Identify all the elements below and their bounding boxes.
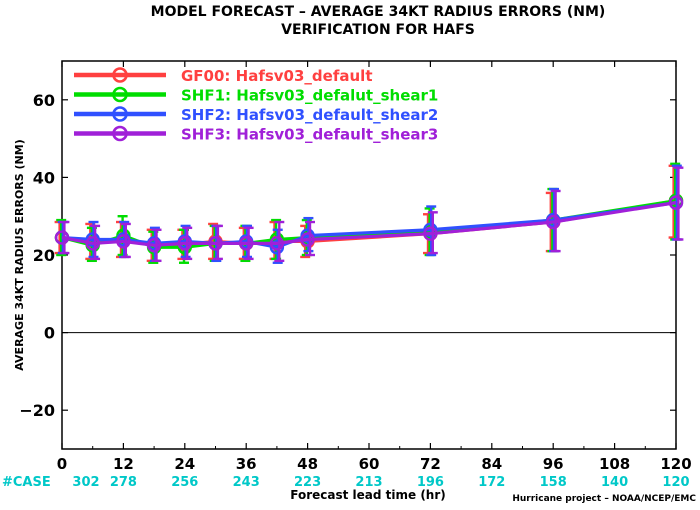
chart-subtitle: VERIFICATION FOR HAFS bbox=[281, 22, 475, 38]
x-tick-label: 84 bbox=[481, 455, 502, 473]
data-point bbox=[116, 234, 131, 249]
data-point bbox=[269, 236, 285, 251]
series-4 bbox=[54, 166, 684, 263]
data-point bbox=[177, 236, 193, 251]
x-tick-label: 72 bbox=[420, 455, 441, 473]
case-count: 196 bbox=[417, 475, 444, 490]
x-tick-label: 48 bbox=[297, 455, 318, 473]
x-tick-label: 12 bbox=[113, 455, 134, 473]
x-tick-label: 60 bbox=[359, 455, 380, 473]
credit-text: Hurricane project – NOAA/NCEP/EMC bbox=[512, 494, 696, 504]
x-tick-label: 24 bbox=[174, 455, 195, 473]
legend-marker bbox=[112, 106, 128, 122]
case-count: 140 bbox=[601, 475, 628, 490]
data-point bbox=[423, 226, 438, 241]
case-count: 120 bbox=[662, 475, 689, 490]
case-count: 302 bbox=[72, 475, 99, 490]
x-tick-label: 120 bbox=[660, 455, 691, 473]
x-tick-label: 0 bbox=[57, 455, 67, 473]
y-tick-label: 20 bbox=[33, 246, 55, 265]
legend-marker bbox=[112, 67, 128, 83]
legend-label: GF00: Hafsv03_default bbox=[181, 67, 372, 85]
data-point bbox=[146, 238, 162, 253]
data-point bbox=[300, 232, 315, 247]
chart-title: MODEL FORECAST – AVERAGE 34KT RADIUS ERR… bbox=[151, 4, 606, 20]
case-count: 278 bbox=[110, 475, 137, 490]
case-count: 158 bbox=[540, 475, 567, 490]
legend-marker bbox=[112, 125, 128, 142]
y-tick-label: 60 bbox=[33, 91, 55, 110]
data-point bbox=[54, 230, 70, 245]
data-point bbox=[238, 236, 254, 251]
case-count: 243 bbox=[233, 475, 260, 490]
y-tick-label: 40 bbox=[33, 168, 55, 187]
legend: GF00: Hafsv03_default SHF1: Hafsv03_defal… bbox=[74, 67, 438, 144]
legend-label: SHF2: Hafsv03_default_shear2 bbox=[181, 106, 438, 124]
case-count: 213 bbox=[355, 475, 382, 490]
x-tick-label: 36 bbox=[236, 455, 257, 473]
data-point bbox=[85, 236, 100, 251]
x-tick-label: 96 bbox=[543, 455, 564, 473]
legend-label: SHF3: Hafsv03_default_shear3 bbox=[181, 126, 438, 144]
y-tick-label: −20 bbox=[19, 401, 55, 420]
legend-marker bbox=[112, 86, 128, 103]
case-label: #CASE bbox=[2, 475, 51, 490]
data-point bbox=[546, 214, 561, 230]
data-point bbox=[208, 236, 223, 251]
legend-label: SHF1: Hafsv03_defalut_shear1 bbox=[181, 87, 438, 105]
x-tick-label: 108 bbox=[599, 455, 630, 473]
x-axis-label: Forecast lead time (hr) bbox=[290, 488, 446, 502]
case-count: 172 bbox=[478, 475, 505, 490]
data-point bbox=[668, 195, 684, 210]
y-tick-label: 0 bbox=[44, 324, 55, 343]
y-axis-label: AVERAGE 34KT RADIUS ERRORS (NM) bbox=[13, 139, 26, 370]
case-count: 256 bbox=[171, 475, 198, 490]
case-count: 223 bbox=[294, 475, 321, 490]
